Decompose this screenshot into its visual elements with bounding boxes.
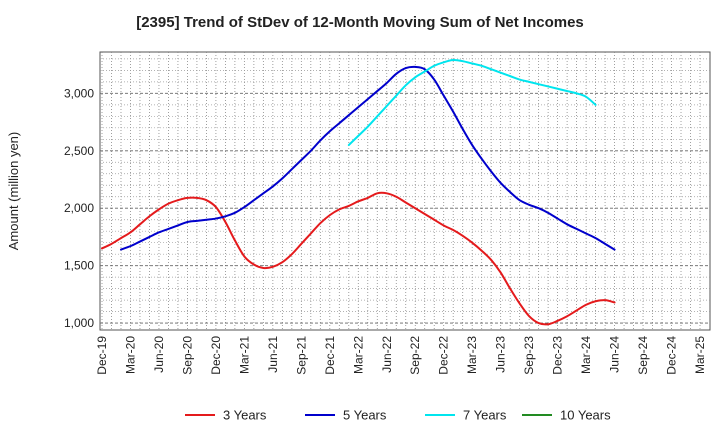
x-gridlines (101, 52, 701, 330)
series-line-5-years (119, 65, 616, 251)
y-tick-label: 2,500 (64, 144, 94, 158)
x-tick-label: Mar-21 (237, 336, 251, 374)
y-tick-label: 1,000 (64, 316, 94, 330)
x-tick-label: Mar-24 (579, 336, 593, 374)
x-tick-label: Jun-22 (380, 336, 394, 373)
x-tick-label: Sep-21 (294, 336, 308, 375)
chart-title: [2395] Trend of StDev of 12-Month Moving… (136, 14, 584, 31)
x-tick-label: Jun-23 (494, 336, 508, 373)
series-line-7-years (347, 59, 597, 147)
legend: 3 Years 5 Years 7 Years 10 Years (185, 408, 611, 423)
series-lines (101, 59, 616, 326)
x-tick-label: Sep-24 (636, 336, 650, 375)
legend-label: 10 Years (560, 408, 611, 423)
x-tick-label: Jun-24 (608, 336, 622, 373)
x-tick-label: Dec-24 (665, 336, 679, 375)
x-tick-label: Jun-20 (152, 336, 166, 373)
x-tick-label: Dec-19 (95, 336, 109, 375)
y-axis-title: Amount (million yen) (6, 132, 21, 251)
y-tick-label: 3,000 (64, 86, 94, 100)
x-tick-label: Mar-20 (123, 336, 137, 374)
y-gridlines (100, 58, 710, 324)
y-tick-label: 2,000 (64, 201, 94, 215)
x-tick-label: Dec-20 (209, 336, 223, 375)
x-tick-label: Mar-25 (693, 336, 707, 374)
x-tick-label: Sep-20 (180, 336, 194, 375)
x-tick-label: Dec-23 (551, 336, 565, 375)
legend-label: 7 Years (463, 408, 507, 423)
x-tick-label: Mar-23 (465, 336, 479, 374)
x-tick-label: Sep-23 (522, 336, 536, 375)
x-tick-label: Dec-22 (437, 336, 451, 375)
plot-area (99, 51, 711, 331)
legend-label: 5 Years (343, 408, 387, 423)
y-tick-label: 1,500 (64, 259, 94, 273)
x-tick-label: Mar-22 (351, 336, 365, 374)
x-axis-ticks: Dec-19 Mar-20 Jun-20 Sep-20 Dec-20 Mar-21 Jun-… (95, 336, 707, 375)
x-tick-label: Jun-21 (266, 336, 280, 373)
x-tick-label: Dec-21 (323, 336, 337, 375)
series-line-3-years (101, 191, 616, 326)
legend-label: 3 Years (223, 408, 267, 423)
y-axis-ticks: 1,000 1,500 2,000 2,500 3,000 (64, 86, 94, 330)
x-tick-label: Sep-22 (408, 336, 422, 375)
